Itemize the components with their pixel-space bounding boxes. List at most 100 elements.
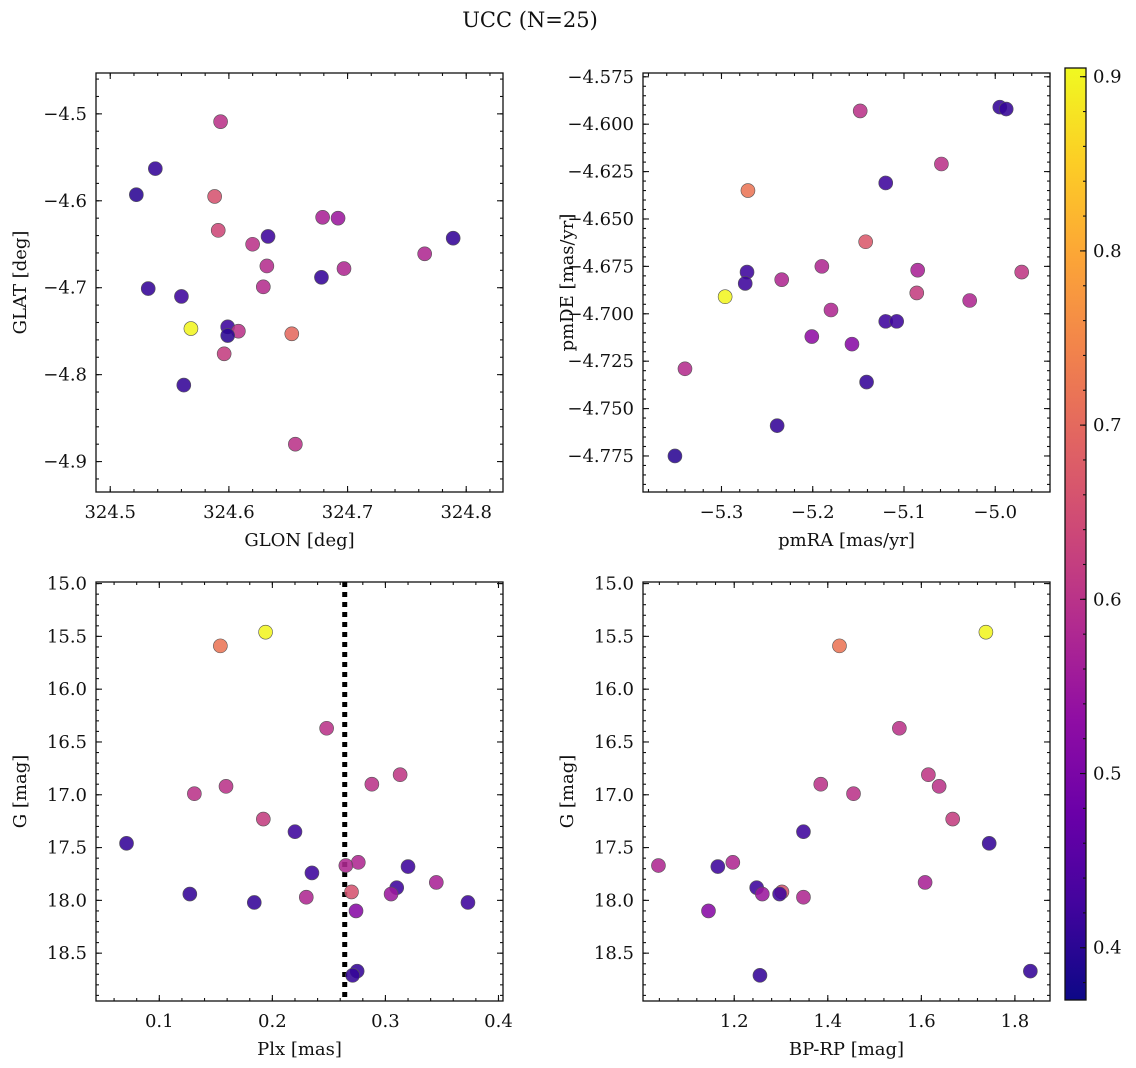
x-tick-label: 1.2 bbox=[720, 1011, 749, 1032]
x-tick-label: 0.1 bbox=[145, 1011, 174, 1032]
data-point bbox=[298, 889, 314, 905]
y-tick-label: −4.650 bbox=[567, 209, 634, 230]
data-point bbox=[183, 321, 199, 336]
data-point bbox=[338, 858, 354, 873]
data-point bbox=[889, 314, 904, 329]
x-tick-label: 1.4 bbox=[813, 1011, 842, 1032]
data-point bbox=[259, 258, 275, 274]
y-tick-label: 18.5 bbox=[47, 943, 87, 964]
data-point bbox=[210, 223, 226, 238]
data-point bbox=[400, 859, 416, 874]
y-tick-label: −4.600 bbox=[567, 114, 634, 135]
y-axis-label: G [mag] bbox=[10, 755, 31, 828]
data-point bbox=[460, 895, 476, 910]
data-point bbox=[858, 234, 873, 250]
data-point bbox=[176, 377, 192, 393]
data-point bbox=[754, 886, 770, 902]
panel-glon-glat: 324.5 324.6 324.7 324.8 −4.5 −4.6 −4.7 −4.8 −4.9… bbox=[10, 72, 504, 551]
y-tick-label: 16.0 bbox=[594, 679, 634, 700]
data-point bbox=[998, 101, 1014, 117]
data-point bbox=[220, 328, 236, 343]
data-point bbox=[945, 811, 960, 827]
data-point bbox=[813, 776, 829, 792]
x-tick-label: 0.2 bbox=[258, 1011, 287, 1032]
data-point bbox=[962, 293, 977, 308]
data-point bbox=[319, 720, 334, 736]
data-point bbox=[392, 767, 408, 783]
y-tick-label: 18.0 bbox=[47, 890, 87, 911]
data-point bbox=[752, 968, 768, 983]
data-point bbox=[1023, 963, 1038, 979]
y-tick-label: 17.5 bbox=[594, 838, 634, 859]
colorbar-tick-label: 0.9 bbox=[1093, 67, 1122, 88]
colorbar-tick-label: 0.7 bbox=[1093, 415, 1122, 436]
data-point bbox=[288, 436, 303, 452]
data-point bbox=[148, 161, 163, 176]
data-point bbox=[213, 638, 228, 654]
data-point bbox=[717, 289, 733, 305]
data-point bbox=[119, 836, 134, 851]
data-point bbox=[852, 103, 868, 119]
x-tick-label: 0.3 bbox=[371, 1011, 400, 1032]
y-axis-label: G [mag] bbox=[557, 755, 578, 828]
x-tick-label: 324.6 bbox=[203, 502, 255, 523]
panel-bprp-g: 1.2 1.4 1.6 1.8 15.0 15.5 16.0 16.5 17.0 17.5 18.0… bbox=[557, 574, 1051, 1060]
x-tick-label: 324.5 bbox=[84, 502, 136, 523]
y-tick-label: −4.5 bbox=[43, 104, 87, 125]
data-point bbox=[174, 289, 189, 304]
figure-title: UCC (N=25) bbox=[462, 8, 598, 32]
x-tick-label: 324.8 bbox=[440, 502, 492, 523]
y-tick-label: −4.700 bbox=[567, 304, 634, 325]
data-point bbox=[796, 889, 811, 905]
data-point bbox=[287, 824, 303, 840]
y-tick-label: −4.7 bbox=[43, 278, 87, 299]
data-point bbox=[651, 858, 666, 873]
data-point bbox=[921, 767, 936, 783]
y-tick-label: 17.0 bbox=[47, 785, 87, 806]
colorbar-tick-label: 0.4 bbox=[1093, 938, 1122, 959]
colorbar-tick-label: 0.5 bbox=[1093, 764, 1122, 785]
data-point bbox=[769, 418, 785, 433]
y-tick-label: 17.0 bbox=[594, 785, 634, 806]
x-axis-label: BP-RP [mag] bbox=[789, 1039, 904, 1060]
data-point bbox=[832, 638, 847, 654]
y-tick-label: −4.775 bbox=[567, 446, 634, 467]
data-point bbox=[892, 720, 907, 736]
y-tick-label: 15.5 bbox=[594, 626, 634, 647]
data-point bbox=[710, 859, 726, 874]
data-point bbox=[917, 875, 933, 890]
data-point bbox=[344, 884, 359, 900]
colorbar: 0.4 0.5 0.6 0.7 0.8 0.9 bbox=[1064, 67, 1122, 1001]
data-point bbox=[336, 261, 352, 276]
x-tick-label: 1.8 bbox=[1001, 1011, 1030, 1032]
data-point bbox=[445, 230, 461, 246]
data-point bbox=[740, 183, 756, 198]
data-point bbox=[909, 285, 925, 301]
x-axis-label: GLON [deg] bbox=[244, 530, 354, 551]
data-point bbox=[981, 836, 997, 851]
data-point bbox=[129, 187, 144, 203]
y-tick-label: 15.0 bbox=[594, 574, 634, 595]
data-point bbox=[774, 272, 790, 287]
x-tick-label: −5.3 bbox=[700, 502, 744, 523]
y-tick-label: 18.5 bbox=[594, 943, 634, 964]
y-tick-label: 16.5 bbox=[47, 732, 87, 753]
data-point bbox=[737, 276, 753, 291]
data-point bbox=[383, 886, 399, 902]
data-point bbox=[878, 175, 894, 191]
x-tick-label: 324.7 bbox=[322, 502, 374, 523]
y-tick-label: −4.750 bbox=[567, 399, 634, 420]
y-tick-label: 15.5 bbox=[47, 626, 87, 647]
y-tick-label: −4.725 bbox=[567, 351, 634, 372]
panel-pmra-pmde: −5.3 −5.2 −5.1 −5.0 −4.575 −4.600 −4.625 −4.650… bbox=[557, 67, 1051, 551]
data-point bbox=[207, 189, 222, 204]
data-point bbox=[1014, 264, 1030, 280]
data-point bbox=[245, 236, 260, 252]
colorbar-gradient bbox=[1065, 68, 1086, 1000]
data-point bbox=[256, 811, 271, 827]
data-point bbox=[314, 269, 329, 285]
y-tick-label: −4.8 bbox=[43, 365, 87, 386]
data-point bbox=[140, 281, 156, 296]
data-point bbox=[417, 246, 432, 262]
